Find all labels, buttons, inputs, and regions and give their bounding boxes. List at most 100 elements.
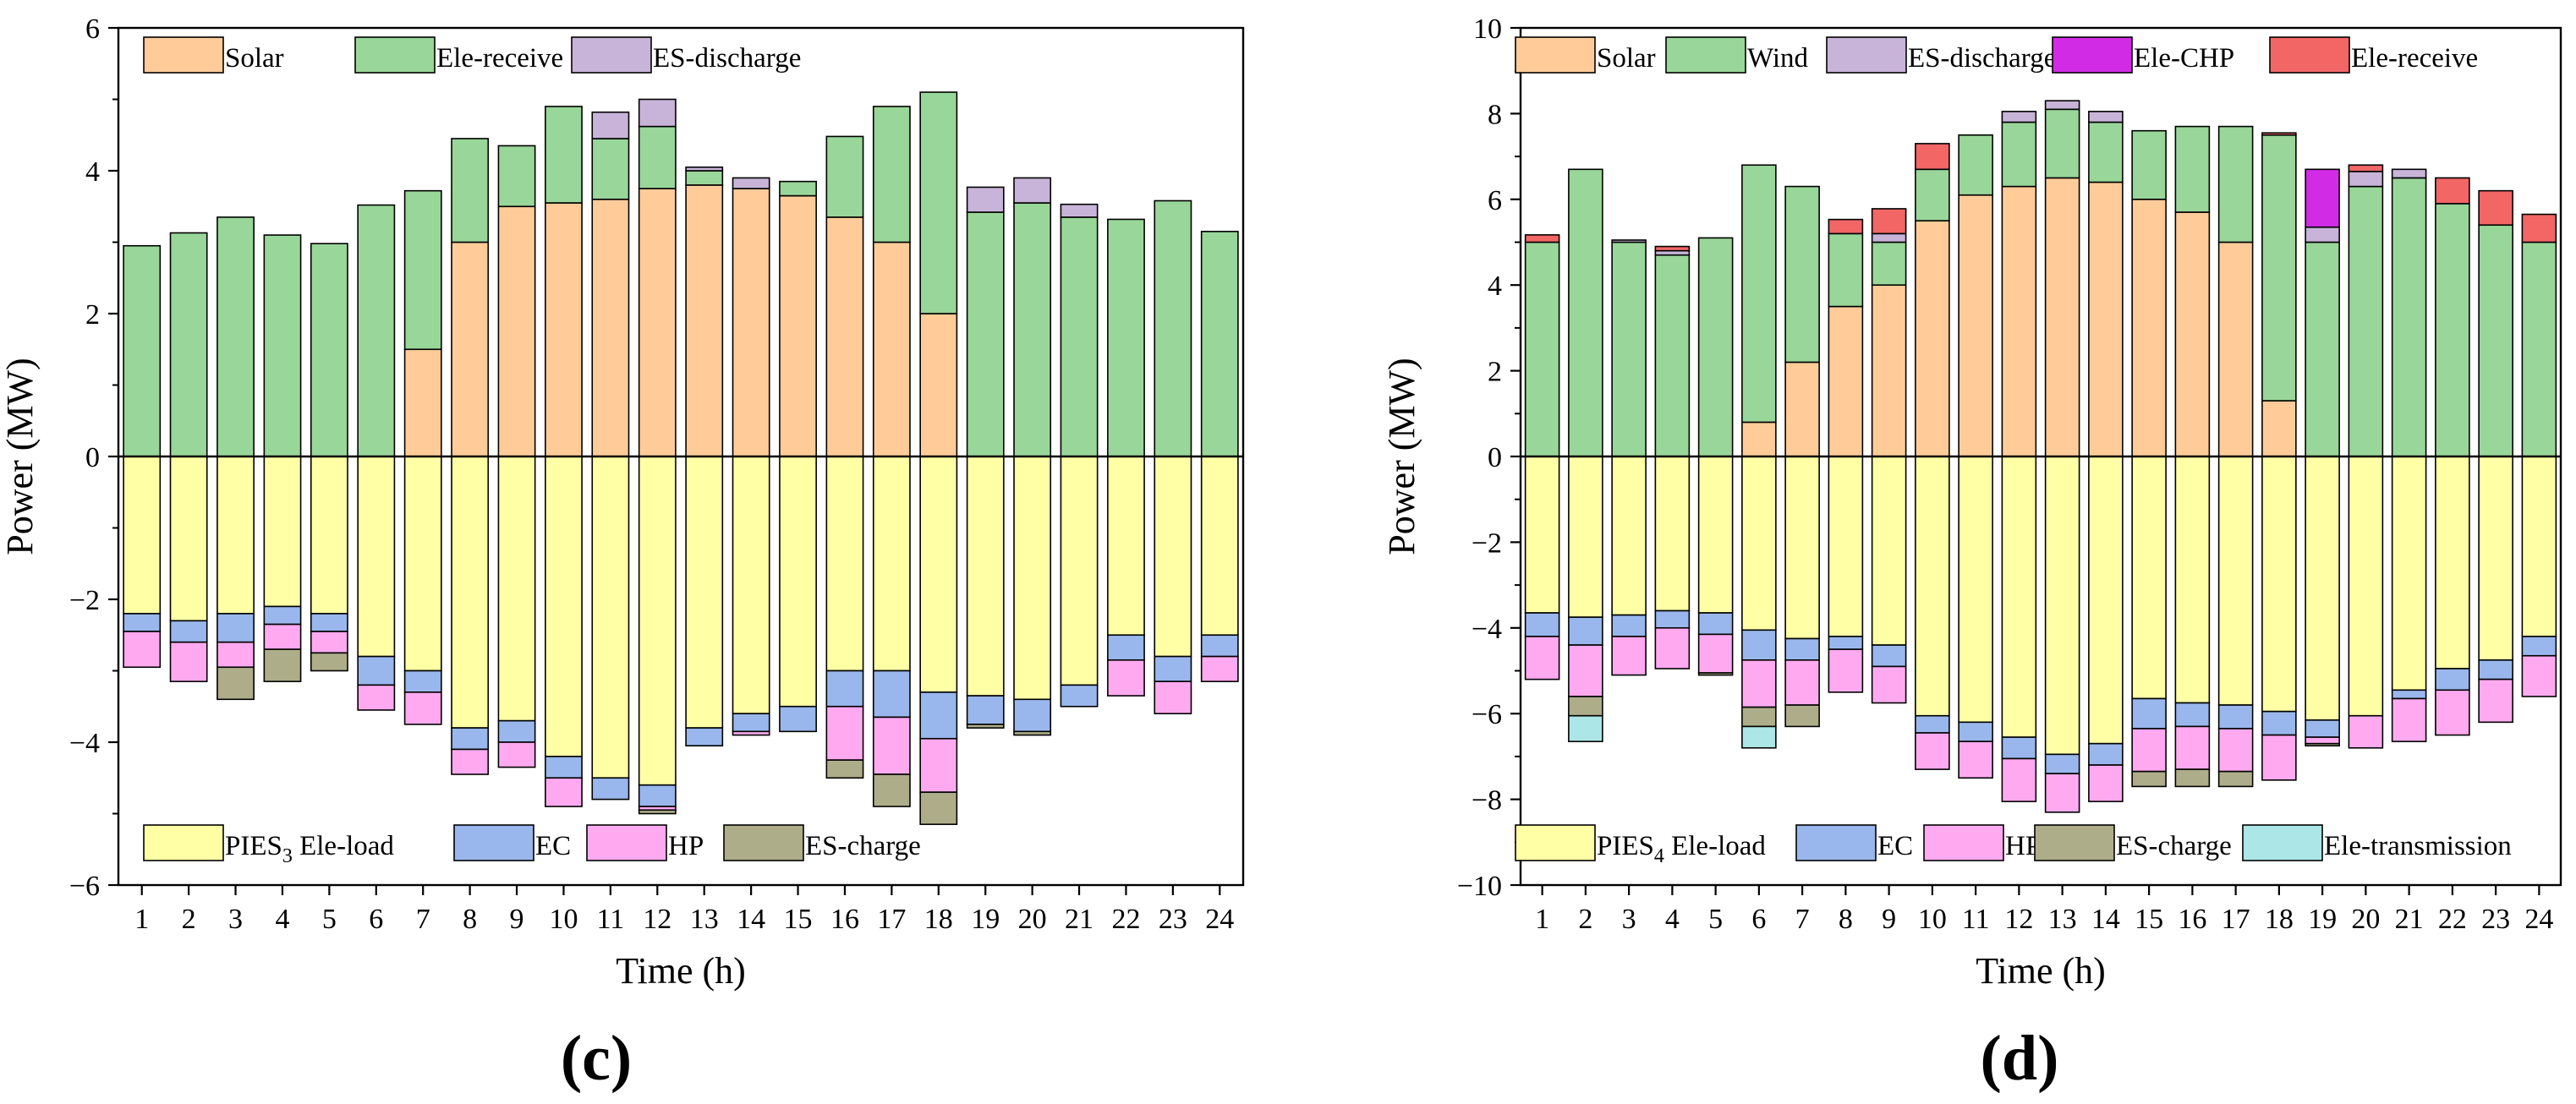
legend-swatch <box>143 36 224 74</box>
bar-ele-receive-h20 <box>2348 164 2384 172</box>
x-tick-label: 18 <box>924 904 953 935</box>
bar-ele-load-h12 <box>638 456 677 786</box>
bar-es-discharge-h3 <box>1611 239 1647 243</box>
bar-solar-h10 <box>545 202 583 457</box>
bar-hp-h13 <box>2044 773 2080 813</box>
bar-ec-h21 <box>2391 689 2427 700</box>
bar-ec-h4 <box>263 605 302 626</box>
bar-es-charge-h4 <box>263 648 302 682</box>
bar-ele-receive-h20 <box>1013 202 1052 457</box>
legend-label-main: ES-charge <box>2116 831 2232 861</box>
legend-swatch <box>1665 36 1746 74</box>
bar-es-charge-h19 <box>2305 742 2340 747</box>
bar-solar-h7 <box>1784 361 1820 457</box>
bar-wind-h16 <box>2174 125 2211 213</box>
y-tick-label: 8 <box>1488 99 1502 130</box>
bar-solar-h14 <box>732 188 770 457</box>
bar-ele-receive-h7 <box>403 189 442 351</box>
bar-ele-receive-h4 <box>263 234 302 457</box>
y-tick-label: 4 <box>1488 271 1502 302</box>
panel-label: (c) <box>561 1023 632 1094</box>
legend-label-main: PIES <box>1597 831 1654 861</box>
x-tick-label: 3 <box>228 904 243 935</box>
bar-ec-h13 <box>685 727 724 747</box>
bar-ele-load-h4 <box>263 456 302 608</box>
bar-wind-h21 <box>2391 177 2427 457</box>
bar-hp-h7 <box>1784 659 1820 706</box>
bar-ele-load-h22 <box>1107 456 1145 637</box>
legend-label-rest: Ele-load <box>1664 831 1767 861</box>
bar-ele-receive-h21 <box>1060 216 1099 457</box>
x-tick-label: 1 <box>134 904 149 935</box>
bar-wind-h6 <box>1741 164 1777 424</box>
bar-ele-receive-h23 <box>1154 199 1192 457</box>
bar-ec-h19 <box>966 695 1005 725</box>
legend-label-main: Ele-transmission <box>2324 831 2512 861</box>
x-tick-label: 20 <box>1018 904 1047 935</box>
bar-wind-h12 <box>2001 121 2037 188</box>
x-tick-label: 15 <box>784 904 813 935</box>
bar-ec-h23 <box>1154 655 1192 682</box>
x-tick-label: 2 <box>1578 904 1592 935</box>
bar-solar-h12 <box>2001 185 2037 457</box>
x-tick-label: 19 <box>971 904 1000 935</box>
bar-ele-transmission-h2 <box>1568 714 1603 742</box>
bar-hp-h1 <box>1524 636 1560 680</box>
bar-ele-load-h2 <box>1568 456 1603 618</box>
bar-hp-h3 <box>216 641 255 669</box>
bar-ele-load-h5 <box>310 456 348 615</box>
x-tick-label: 11 <box>597 904 625 935</box>
bar-ec-h16 <box>825 670 864 708</box>
bar-ec-h14 <box>2088 742 2124 766</box>
bar-solar-h15 <box>2131 199 2167 457</box>
bar-wind-h23 <box>2478 224 2513 457</box>
bar-solar-h10 <box>1915 220 1950 457</box>
legend-label-ec: EC <box>535 831 571 861</box>
legend-swatch <box>2034 824 2115 861</box>
bar-ec-h7 <box>403 670 442 693</box>
x-tick-label: 13 <box>690 904 719 935</box>
bar-ec-h14 <box>732 713 770 733</box>
legend-swatch <box>1795 824 1877 861</box>
bar-solar-h14 <box>2088 181 2124 457</box>
bar-hp-h18 <box>2261 734 2297 781</box>
bar-ele-receive-h2 <box>169 232 208 457</box>
bar-hp-h22 <box>2435 689 2470 736</box>
x-tick-label: 6 <box>1751 904 1766 935</box>
y-tick-label: −4 <box>1472 614 1502 645</box>
bar-ele-load-h9 <box>1871 456 1907 646</box>
bar-ele-load-h20 <box>1013 456 1052 701</box>
bar-ec-h1 <box>123 613 162 632</box>
bar-es-discharge-h14 <box>732 177 770 189</box>
bar-ele-load-h21 <box>2391 456 2427 691</box>
bar-es-charge-h17 <box>872 773 911 807</box>
bar-hp-h15 <box>2131 728 2167 773</box>
bar-ele-receive-h19 <box>966 211 1005 457</box>
y-tick-label: 0 <box>1488 442 1502 473</box>
bar-hp-h1 <box>123 631 162 669</box>
bar-wind-h5 <box>1697 237 1734 457</box>
x-tick-label: 18 <box>2265 904 2294 935</box>
legend-swatch <box>1515 36 1596 74</box>
x-tick-label: 8 <box>463 904 477 935</box>
bar-ele-load-h1 <box>123 456 162 615</box>
bar-hp-h9 <box>1871 665 1907 704</box>
bar-ec-h24 <box>1200 634 1239 658</box>
bar-hp-h24 <box>1200 655 1239 682</box>
bar-wind-h9 <box>1871 241 1907 287</box>
bar-wind-h20 <box>2348 185 2384 457</box>
bar-ec-h22 <box>1107 634 1145 661</box>
bar-wind-h1 <box>1524 241 1560 457</box>
bar-es-charge-h17 <box>2217 770 2254 788</box>
bar-ele-receive-h10 <box>1915 143 1950 171</box>
bar-ele-load-h17 <box>2217 456 2254 706</box>
bar-ele-receive-h15 <box>779 180 817 197</box>
bar-hp-h16 <box>825 705 864 761</box>
bar-ele-load-h8 <box>1828 456 1864 637</box>
bar-wind-h13 <box>2044 108 2080 179</box>
bar-ele-receive-h24 <box>1200 231 1239 457</box>
bar-solar-h16 <box>2174 211 2211 457</box>
legend-label-wind: Wind <box>1747 43 1808 74</box>
bar-ele-load-h17 <box>872 456 911 672</box>
